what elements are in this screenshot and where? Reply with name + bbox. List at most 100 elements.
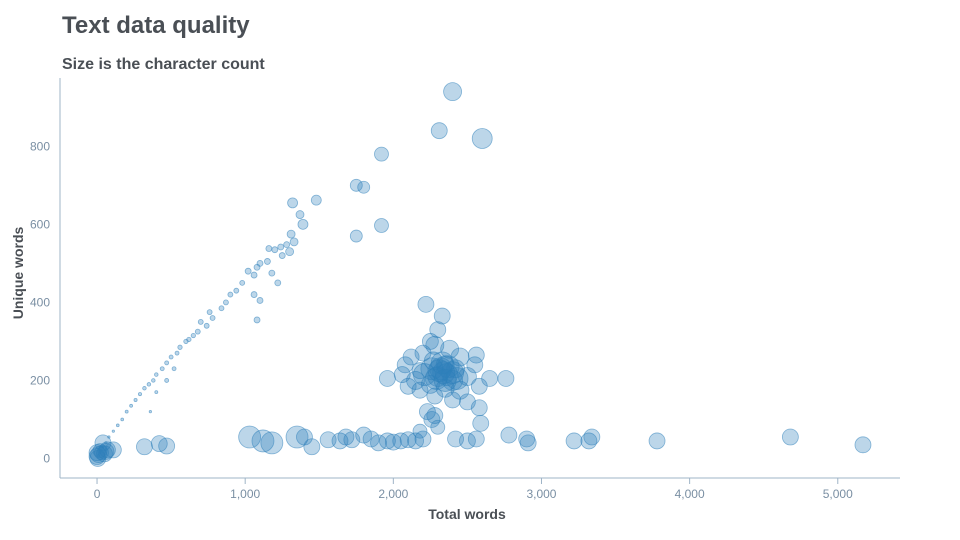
data-point <box>171 366 177 372</box>
data-point <box>433 369 457 392</box>
data-point <box>115 423 120 428</box>
data-point <box>197 319 204 325</box>
data-point <box>420 374 440 394</box>
y-tick-label: 800 <box>30 139 50 153</box>
data-point <box>151 378 156 383</box>
x-ticks: 0 1,000 2,000 3,000 4,000 5,000 <box>94 478 853 501</box>
chart-title: Text data quality <box>62 12 250 39</box>
data-point <box>164 378 170 383</box>
data-point <box>136 438 153 456</box>
x-tick-label: 3,000 <box>526 487 556 501</box>
data-point <box>283 241 291 249</box>
data-point <box>285 425 309 449</box>
data-point <box>168 354 174 360</box>
data-point <box>467 430 485 448</box>
points-layer <box>88 82 872 467</box>
data-point <box>854 436 872 454</box>
y-tick-label: 400 <box>30 295 50 309</box>
data-point <box>154 390 159 395</box>
data-point <box>271 246 279 254</box>
data-point <box>120 417 125 422</box>
data-point <box>497 370 515 387</box>
data-point <box>297 218 309 230</box>
data-point <box>146 382 152 387</box>
data-point <box>411 381 429 399</box>
data-point <box>445 367 469 390</box>
data-point <box>158 437 176 455</box>
data-point <box>374 218 389 233</box>
data-point <box>260 431 284 455</box>
data-point <box>177 344 183 350</box>
data-point <box>310 194 322 206</box>
data-point <box>472 414 490 432</box>
data-point <box>209 315 216 321</box>
data-point <box>379 432 396 450</box>
data-point <box>296 428 313 446</box>
data-point <box>648 432 666 450</box>
data-point <box>500 426 518 444</box>
data-point <box>253 263 261 271</box>
data-point <box>227 291 234 298</box>
data-point <box>89 450 107 467</box>
data-point <box>289 237 299 247</box>
data-point <box>133 397 138 402</box>
data-point <box>426 407 444 424</box>
data-point <box>253 316 261 324</box>
x-tick-label: 5,000 <box>823 487 853 501</box>
data-point <box>430 351 454 375</box>
data-point <box>250 291 258 298</box>
x-tick-label: 1,000 <box>230 487 260 501</box>
data-point <box>580 432 598 450</box>
data-point <box>250 271 258 279</box>
data-point <box>426 387 444 405</box>
data-point <box>99 441 116 459</box>
y-tick-label: 200 <box>30 373 50 387</box>
y-tick-label: 0 <box>43 451 50 465</box>
data-point <box>467 346 485 364</box>
data-point <box>137 392 142 397</box>
data-point <box>285 247 295 257</box>
data-point <box>274 279 282 287</box>
data-point <box>414 430 432 448</box>
data-point <box>186 336 192 343</box>
data-point <box>244 267 252 275</box>
data-point <box>440 339 460 359</box>
data-point <box>357 180 371 194</box>
x-tick-label: 4,000 <box>675 487 705 501</box>
data-point <box>286 229 296 239</box>
data-point <box>565 432 583 450</box>
data-point <box>481 370 499 387</box>
data-point <box>174 350 180 356</box>
data-point <box>278 252 286 259</box>
data-point <box>396 356 414 374</box>
data-point <box>277 243 285 251</box>
data-point <box>251 429 275 453</box>
data-point <box>303 438 321 456</box>
data-point <box>223 299 229 306</box>
x-tick-label: 0 <box>94 487 101 501</box>
data-point <box>206 309 213 316</box>
data-point <box>470 399 488 417</box>
data-point <box>443 82 462 102</box>
data-point <box>203 322 210 329</box>
data-point <box>238 425 262 449</box>
data-point <box>392 432 410 450</box>
x-axis-title: Total words <box>428 506 506 522</box>
data-point <box>159 366 165 372</box>
data-point <box>129 403 134 408</box>
data-point <box>88 444 106 462</box>
data-point <box>444 391 461 409</box>
data-point <box>374 146 389 162</box>
data-point <box>142 386 147 391</box>
data-point <box>256 297 264 304</box>
data-point <box>268 269 276 277</box>
data-point <box>265 245 273 252</box>
data-point <box>194 328 201 335</box>
data-point <box>295 210 305 219</box>
data-point <box>417 295 435 313</box>
data-point <box>781 428 799 446</box>
data-point <box>218 305 225 312</box>
data-point <box>349 229 363 243</box>
data-point <box>287 197 298 209</box>
